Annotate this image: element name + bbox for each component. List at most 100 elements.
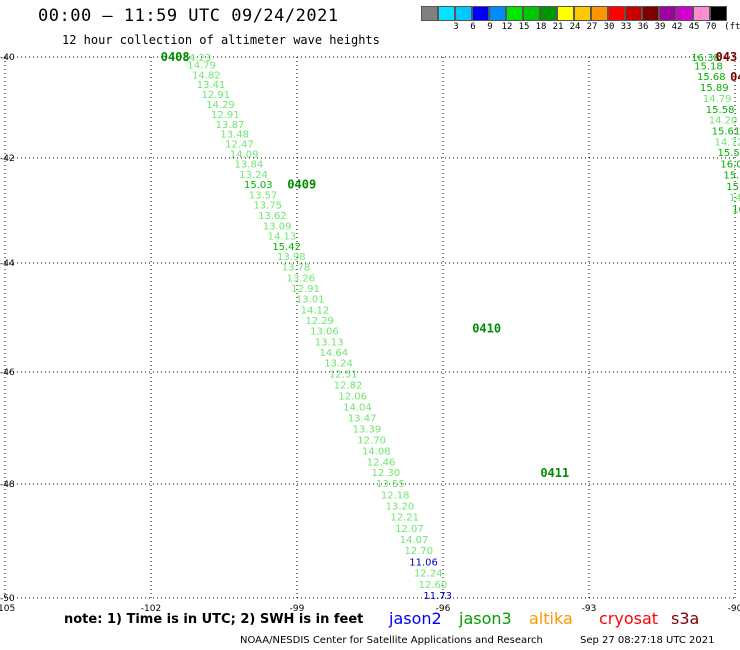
swh-value: 14.64 xyxy=(320,348,349,359)
swh-value: 14.79 xyxy=(703,94,732,105)
swh-value: 13.06 xyxy=(310,327,339,338)
color-swatch xyxy=(523,6,540,21)
swh-value: 13.98 xyxy=(277,252,306,263)
swh-value: 13.75 xyxy=(253,201,282,212)
swh-value: 12.47 xyxy=(225,140,254,151)
swh-value: 14.08 xyxy=(362,446,391,457)
swh-value: 12.29 xyxy=(305,316,334,327)
swh-value: 13.87 xyxy=(216,120,245,131)
legend-item-s3a: s3a xyxy=(671,609,700,628)
swh-value: 14.29 xyxy=(206,100,235,111)
color-scale-tick: 15 xyxy=(518,22,530,32)
altimeter-tracks: 14.2314.7914.8213.4112.9114.2912.9113.87… xyxy=(183,53,740,602)
pass-time-label: 043 xyxy=(716,50,738,64)
swh-value: 15.18 xyxy=(694,61,723,72)
swh-value: 16.09 xyxy=(720,159,740,170)
swh-value: 12.24 xyxy=(414,569,443,580)
swh-value: 12.30 xyxy=(371,468,400,479)
swh-value: 14.20 xyxy=(709,116,738,127)
swh-value: 13.41 xyxy=(197,80,226,91)
swh-value: 14.04 xyxy=(343,402,372,413)
lon-label: -96 xyxy=(436,604,451,614)
color-swatch xyxy=(591,6,608,21)
color-swatch xyxy=(642,6,659,21)
lon-label: -93 xyxy=(582,604,597,614)
swh-value: 12.60 xyxy=(419,580,448,591)
lat-label: -42 xyxy=(0,154,15,164)
color-scale-tick: 33 xyxy=(620,22,632,32)
legend-item-jason3: jason3 xyxy=(459,609,512,628)
color-swatch xyxy=(608,6,625,21)
swh-value: 12.21 xyxy=(390,513,419,524)
pass-time-label: 0408 xyxy=(161,50,190,64)
swh-value: 13.78 xyxy=(282,263,311,274)
swh-value: 11.73 xyxy=(423,591,452,602)
map-note: note: 1) Time is in UTC; 2) SWH is in fe… xyxy=(64,612,364,627)
swh-value: 14.79 xyxy=(187,60,216,71)
swh-value: 13.57 xyxy=(249,190,278,201)
swh-value: 12.06 xyxy=(338,391,367,402)
swh-value: 15.58 xyxy=(706,105,735,116)
swh-value: 15.7 xyxy=(726,182,740,193)
color-scale-tick: 24 xyxy=(569,22,581,32)
swh-value: 12.91 xyxy=(202,90,231,101)
color-swatch xyxy=(489,6,506,21)
color-swatch xyxy=(676,6,693,21)
color-scale-tick: 36 xyxy=(637,22,649,32)
color-scale-tick: 70 xyxy=(705,22,717,32)
map-grid xyxy=(4,56,736,599)
map-title: 00:00 – 11:59 UTC 09/24/2021 xyxy=(38,6,339,26)
swh-value: 14.13 xyxy=(268,232,297,243)
swh-value: 13.01 xyxy=(296,295,325,306)
swh-value: 12.51 xyxy=(329,369,358,380)
pass-time-label: 0411 xyxy=(540,466,569,480)
swh-value: 13.47 xyxy=(348,413,377,424)
footer-credit: NOAA/NESDIS Center for Satellite Applica… xyxy=(240,635,543,646)
color-swatch xyxy=(455,6,472,21)
color-scale-tick: 45 xyxy=(688,22,700,32)
swh-value: 14.82 xyxy=(192,70,221,81)
color-scale-bar xyxy=(421,6,727,21)
pass-time-label: 0410 xyxy=(472,321,501,335)
lat-label: -46 xyxy=(0,368,15,378)
color-scale-unit: (ft) xyxy=(724,22,740,32)
pass-time-label: 04 xyxy=(730,70,740,84)
swh-value: 12.70 xyxy=(357,435,386,446)
swh-value: 12.07 xyxy=(395,524,424,535)
swh-value: 15.03 xyxy=(244,180,273,191)
swh-value: 11.06 xyxy=(409,557,438,568)
color-swatch xyxy=(574,6,591,21)
color-scale-tick: 3 xyxy=(453,22,459,32)
swh-value: 14. xyxy=(729,193,740,204)
swh-value: 13.26 xyxy=(286,273,315,284)
pass-labels: 0408 0409 0410 0411 043 04 xyxy=(161,50,740,480)
swh-value: 15.61 xyxy=(712,126,740,137)
color-scale-tick: 18 xyxy=(535,22,547,32)
color-swatch xyxy=(659,6,676,21)
swh-value: 13.20 xyxy=(386,502,415,513)
lon-label: -99 xyxy=(290,604,305,614)
lat-label: -40 xyxy=(0,53,15,63)
swh-value: 15.68 xyxy=(697,72,726,83)
lat-label: -44 xyxy=(0,259,15,269)
lat-label: -48 xyxy=(0,480,15,490)
swh-value: 13.55 xyxy=(376,479,405,490)
swh-value: 13.62 xyxy=(258,211,287,222)
swh-value: 14.12 xyxy=(301,305,330,316)
swh-value: 14.07 xyxy=(400,535,429,546)
swh-value: 13.24 xyxy=(239,170,268,181)
color-scale-tick: 27 xyxy=(586,22,598,32)
swh-value: 16 xyxy=(732,204,740,215)
color-swatch xyxy=(625,6,642,21)
color-scale-tick: 21 xyxy=(552,22,564,32)
swh-value: 13.09 xyxy=(263,221,292,232)
swh-value: 12.91 xyxy=(211,110,240,121)
color-swatch xyxy=(557,6,574,21)
swh-value: 15.51 xyxy=(717,148,740,159)
swh-value: 15.42 xyxy=(272,242,301,253)
lon-label: -105 xyxy=(0,604,15,614)
swh-value: 13.24 xyxy=(324,359,353,370)
color-swatch xyxy=(438,6,455,21)
